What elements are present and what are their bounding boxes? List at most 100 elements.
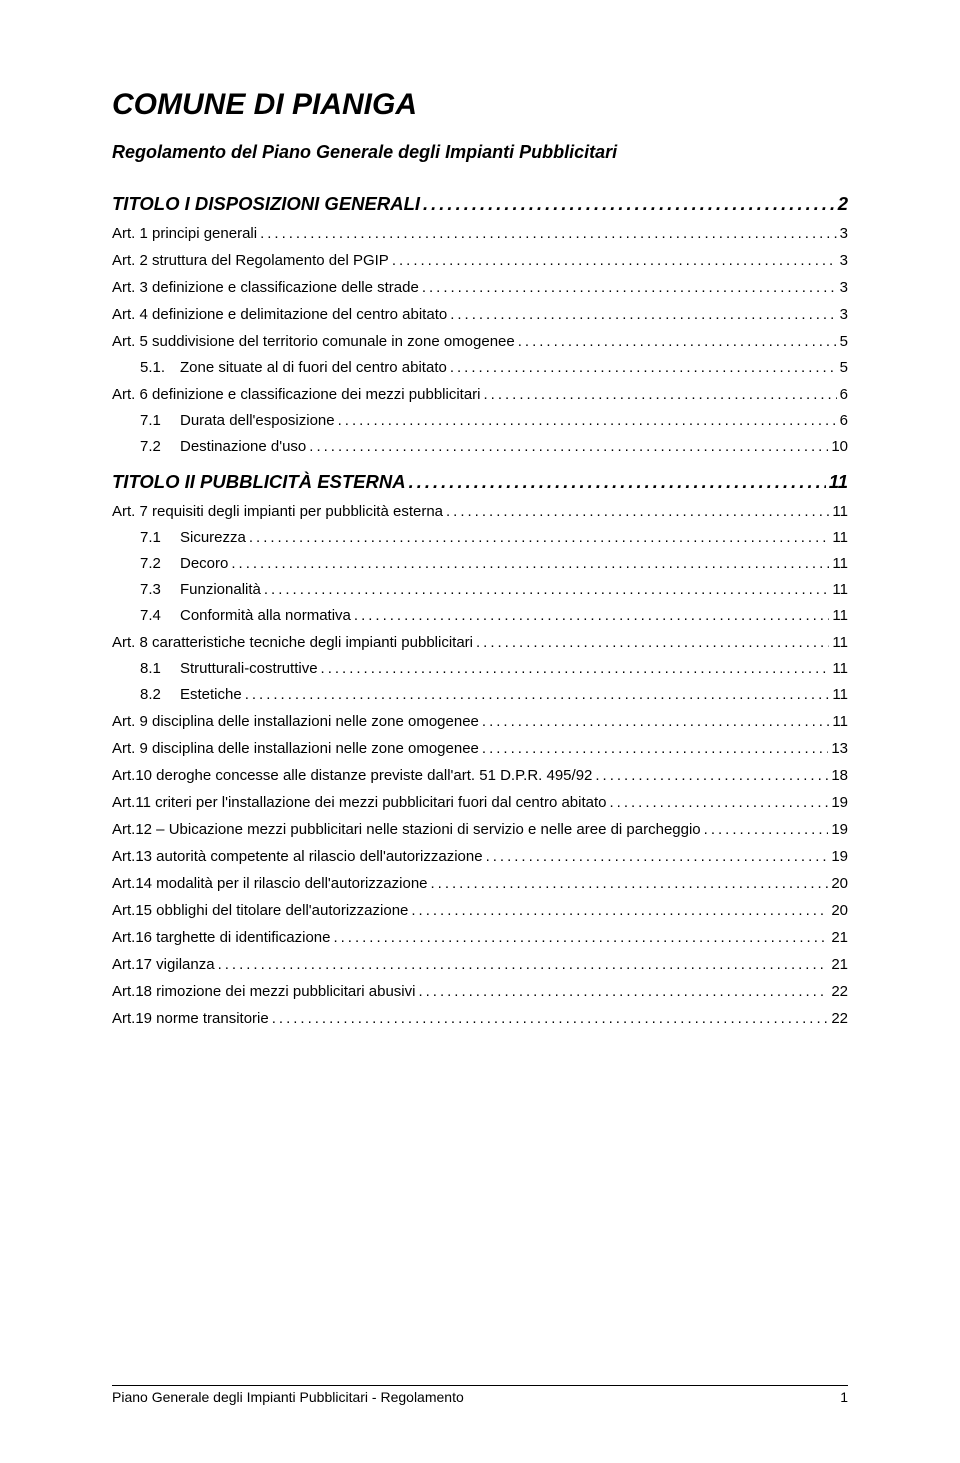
toc-leader (476, 634, 829, 651)
toc-leader (423, 193, 835, 215)
toc-label: Art.11 criteri per l'installazione dei m… (112, 794, 607, 811)
toc-entry: Art.13 autorità competente al rilascio d… (112, 848, 848, 865)
toc-section-number: 8.2 (140, 686, 180, 703)
toc-section-title: Sicurezza (180, 529, 246, 546)
toc-section-title: Funzionalità (180, 581, 261, 598)
toc-entry: Art. 4 definizione e delimitazione del c… (112, 306, 848, 323)
toc-label: Art.19 norme transitorie (112, 1010, 269, 1027)
toc-entry: TITOLO I DISPOSIZIONI GENERALI 2 (112, 193, 848, 215)
toc-leader (450, 359, 837, 376)
toc-section-title: Destinazione d'uso (180, 438, 306, 455)
page-footer: Piano Generale degli Impianti Pubblicita… (112, 1385, 848, 1405)
toc-leader (595, 767, 828, 784)
toc-label: Art. 1 principi generali (112, 225, 257, 242)
toc-entry: 8.2Estetiche 11 (112, 686, 848, 703)
toc-leader (218, 956, 829, 973)
toc-leader (231, 555, 829, 572)
toc-page-number: 6 (840, 412, 848, 429)
toc-label: 8.1Strutturali-costruttive (140, 660, 318, 677)
toc-section-number: 8.1 (140, 660, 180, 677)
toc-entry: 7.1Sicurezza 11 (112, 529, 848, 546)
toc-page-number: 19 (831, 848, 848, 865)
toc-page-number: 10 (831, 438, 848, 455)
toc-entry: Art.14 modalità per il rilascio dell'aut… (112, 875, 848, 892)
toc-section-title: Conformità alla normativa (180, 607, 351, 624)
toc-label: 7.2Decoro (140, 555, 228, 572)
toc-leader (610, 794, 829, 811)
toc-leader (392, 252, 837, 269)
toc-page-number: 22 (831, 983, 848, 1000)
toc-leader (338, 412, 837, 429)
footer-left: Piano Generale degli Impianti Pubblicita… (112, 1389, 464, 1405)
toc-leader (411, 902, 828, 919)
toc-page-number: 11 (832, 607, 848, 624)
toc-page-number: 11 (832, 660, 848, 677)
toc-leader (245, 686, 830, 703)
toc-entry: Art.11 criteri per l'installazione dei m… (112, 794, 848, 811)
toc-leader (482, 713, 830, 730)
footer-page-number: 1 (840, 1389, 848, 1405)
toc-entry: Art. 2 struttura del Regolamento del PGI… (112, 252, 848, 269)
toc-page-number: 11 (832, 686, 848, 703)
toc-page-number: 5 (840, 359, 848, 376)
toc-entry: Art. 6 definizione e classificazione dei… (112, 386, 848, 403)
toc-page-number: 3 (840, 252, 848, 269)
toc-page-number: 20 (831, 875, 848, 892)
toc-label: 7.1Sicurezza (140, 529, 246, 546)
toc-page-number: 21 (831, 929, 848, 946)
document-subtitle: Regolamento del Piano Generale degli Imp… (112, 142, 848, 163)
toc-entry: 8.1Strutturali-costruttive 11 (112, 660, 848, 677)
toc-label: Art.16 targhette di identificazione (112, 929, 330, 946)
toc-entry: 7.4Conformità alla normativa 11 (112, 607, 848, 624)
toc-page-number: 19 (831, 794, 848, 811)
toc-leader (482, 740, 828, 757)
toc-label: 7.3Funzionalità (140, 581, 261, 598)
toc-page-number: 13 (831, 740, 848, 757)
toc-entry: Art. 7 requisiti degli impianti per pubb… (112, 503, 848, 520)
toc-entry: 7.2Destinazione d'uso 10 (112, 438, 848, 455)
toc-label: TITOLO II PUBBLICITÀ ESTERNA (112, 471, 406, 493)
toc-label: Art.12 – Ubicazione mezzi pubblicitari n… (112, 821, 701, 838)
toc-entry: Art.12 – Ubicazione mezzi pubblicitari n… (112, 821, 848, 838)
toc-section-number: 7.2 (140, 438, 180, 455)
toc-page-number: 18 (831, 767, 848, 784)
toc-label: Art. 6 definizione e classificazione dei… (112, 386, 481, 403)
toc-label: Art.17 vigilanza (112, 956, 215, 973)
toc-label: Art. 8 caratteristiche tecniche degli im… (112, 634, 473, 651)
toc-entry: Art. 3 definizione e classificazione del… (112, 279, 848, 296)
page: COMUNE DI PIANIGA Regolamento del Piano … (0, 0, 960, 1027)
toc-page-number: 11 (832, 503, 848, 520)
toc-label: 7.2Destinazione d'uso (140, 438, 306, 455)
toc-leader (518, 333, 837, 350)
toc-entry: Art. 1 principi generali 3 (112, 225, 848, 242)
toc-leader (431, 875, 829, 892)
toc-label: 5.1.Zone situate al di fuori del centro … (140, 359, 447, 376)
toc-leader (484, 386, 837, 403)
toc-leader (321, 660, 830, 677)
toc-label: Art. 5 suddivisione del territorio comun… (112, 333, 515, 350)
toc-entry: Art. 5 suddivisione del territorio comun… (112, 333, 848, 350)
toc-label: Art. 3 definizione e classificazione del… (112, 279, 419, 296)
toc-label: Art.14 modalità per il rilascio dell'aut… (112, 875, 428, 892)
toc-page-number: 11 (832, 529, 848, 546)
toc-section-number: 7.4 (140, 607, 180, 624)
toc-section-title: Decoro (180, 555, 228, 572)
toc-label: 7.1Durata dell'esposizione (140, 412, 335, 429)
toc-label: Art. 4 definizione e delimitazione del c… (112, 306, 447, 323)
toc-entry: Art.15 obblighi del titolare dell'autori… (112, 902, 848, 919)
toc-label: Art.13 autorità competente al rilascio d… (112, 848, 483, 865)
toc-section-title: Strutturali-costruttive (180, 660, 318, 677)
toc-label: Art. 7 requisiti degli impianti per pubb… (112, 503, 443, 520)
toc-leader (418, 983, 828, 1000)
toc-leader (354, 607, 830, 624)
toc-label: Art.10 deroghe concesse alle distanze pr… (112, 767, 592, 784)
toc-label: TITOLO I DISPOSIZIONI GENERALI (112, 193, 420, 215)
table-of-contents: TITOLO I DISPOSIZIONI GENERALI 2 Art. 1 p… (112, 193, 848, 1027)
toc-leader (409, 471, 826, 493)
toc-page-number: 6 (840, 386, 848, 403)
toc-leader (446, 503, 829, 520)
toc-page-number: 3 (840, 279, 848, 296)
toc-page-number: 3 (840, 225, 848, 242)
toc-section-number: 7.2 (140, 555, 180, 572)
toc-section-number: 7.3 (140, 581, 180, 598)
